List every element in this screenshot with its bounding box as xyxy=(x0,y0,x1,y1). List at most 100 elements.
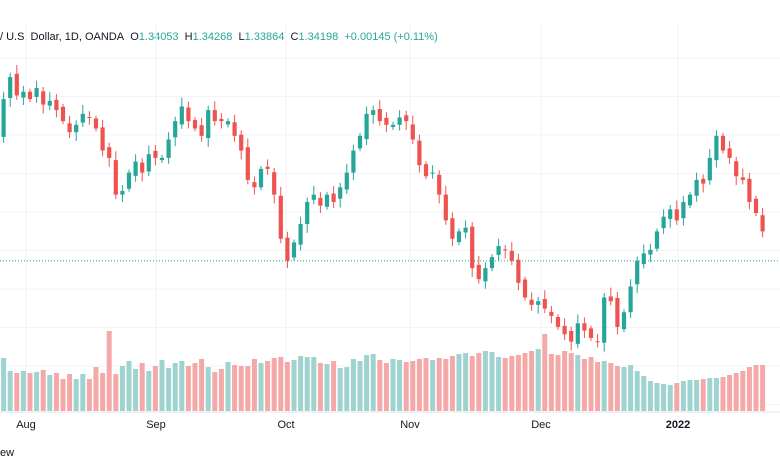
low-label: L xyxy=(238,31,245,43)
volume-bar xyxy=(687,380,693,411)
candle-body xyxy=(404,115,409,122)
candle-body xyxy=(199,125,204,136)
candle-body xyxy=(529,299,534,305)
candle-body xyxy=(258,168,264,188)
volume-bar xyxy=(265,361,271,411)
candle-body xyxy=(476,264,481,280)
volume-bar xyxy=(324,364,330,411)
candle-body xyxy=(588,328,594,338)
candle-body xyxy=(509,250,514,261)
candle-body xyxy=(100,127,105,151)
candle-body xyxy=(107,147,112,158)
volume-bar xyxy=(575,355,581,411)
volume-bar xyxy=(298,356,304,411)
candle-body xyxy=(740,177,745,180)
volume-bar xyxy=(80,374,86,411)
candle-body xyxy=(621,312,627,330)
candle-body xyxy=(113,160,118,195)
candle-body xyxy=(562,325,567,335)
candle-body xyxy=(602,297,607,343)
volume-bar xyxy=(760,365,766,411)
volume-bar xyxy=(595,362,601,411)
volume-bar xyxy=(100,373,106,411)
candle-body xyxy=(569,330,574,342)
candle-body xyxy=(206,110,211,139)
footer-text: ew xyxy=(0,447,15,459)
candle-body xyxy=(714,135,719,161)
volume-bar xyxy=(641,376,647,411)
candle-body xyxy=(503,249,508,251)
volume-bar xyxy=(370,354,376,411)
candle-body xyxy=(701,178,706,184)
candle-body xyxy=(760,215,765,232)
candle-body xyxy=(14,73,19,96)
candle-body xyxy=(430,172,435,174)
candle-body xyxy=(727,148,732,158)
candle-body xyxy=(192,120,198,129)
close-value: 1.34198 xyxy=(298,31,339,43)
volume-bar xyxy=(707,378,713,411)
grid-lines xyxy=(0,25,780,411)
candle-body xyxy=(641,253,646,265)
volume-bar xyxy=(350,359,356,411)
tick-label: Sep xyxy=(146,419,166,431)
candle-body xyxy=(285,237,290,261)
volume-bar xyxy=(311,357,317,411)
candle-body xyxy=(694,179,699,196)
volume-bar xyxy=(403,362,409,411)
volume-bar xyxy=(746,367,752,411)
volume-bar xyxy=(232,365,238,411)
volume-bar xyxy=(331,361,337,411)
volume-bar xyxy=(423,358,429,411)
volume-bar xyxy=(284,362,290,411)
volume-bar xyxy=(463,353,469,411)
candle-body xyxy=(324,194,330,207)
volume-bar xyxy=(60,379,66,411)
candle-body xyxy=(470,226,475,269)
volume-bar xyxy=(1,358,7,411)
candle-body xyxy=(668,209,673,219)
volume-bar xyxy=(357,361,363,411)
volume-bar xyxy=(489,352,495,411)
volume-bar xyxy=(337,368,343,411)
candle-body xyxy=(265,166,270,169)
volume-bar xyxy=(628,365,634,411)
candle-body xyxy=(582,323,587,331)
candle-body xyxy=(80,113,85,123)
volume-bar xyxy=(258,363,264,411)
candle-body xyxy=(483,268,488,282)
candle-body xyxy=(654,231,660,249)
candle-body xyxy=(397,117,402,125)
candle-body xyxy=(674,209,679,221)
volume-bar xyxy=(172,363,178,411)
volume-bar xyxy=(555,355,561,411)
volume-bar xyxy=(443,359,449,411)
candle-body xyxy=(720,135,726,151)
volume-bars xyxy=(1,331,766,411)
open-label: O xyxy=(130,31,139,43)
volume-bar xyxy=(436,358,442,411)
candle-body xyxy=(166,139,171,158)
volume-bar xyxy=(502,358,508,411)
volume-bar xyxy=(179,361,185,411)
candle-body xyxy=(384,117,389,125)
candle-body xyxy=(681,201,686,219)
volume-bar xyxy=(727,375,733,411)
candle-body xyxy=(41,91,46,105)
candle-body xyxy=(272,172,277,195)
candle-body xyxy=(87,117,92,119)
volume-bar xyxy=(469,356,475,411)
candle-body xyxy=(595,341,600,343)
candle-body xyxy=(146,154,151,172)
volume-bar xyxy=(634,371,640,411)
volume-bar xyxy=(152,366,158,411)
volume-bar xyxy=(753,365,759,411)
volume-bar xyxy=(126,361,132,411)
candle-body xyxy=(179,106,184,125)
volume-bar xyxy=(410,361,416,411)
candles xyxy=(1,64,765,352)
candle-body xyxy=(608,296,613,302)
volume-bar xyxy=(608,363,614,411)
candle-body xyxy=(648,249,653,255)
